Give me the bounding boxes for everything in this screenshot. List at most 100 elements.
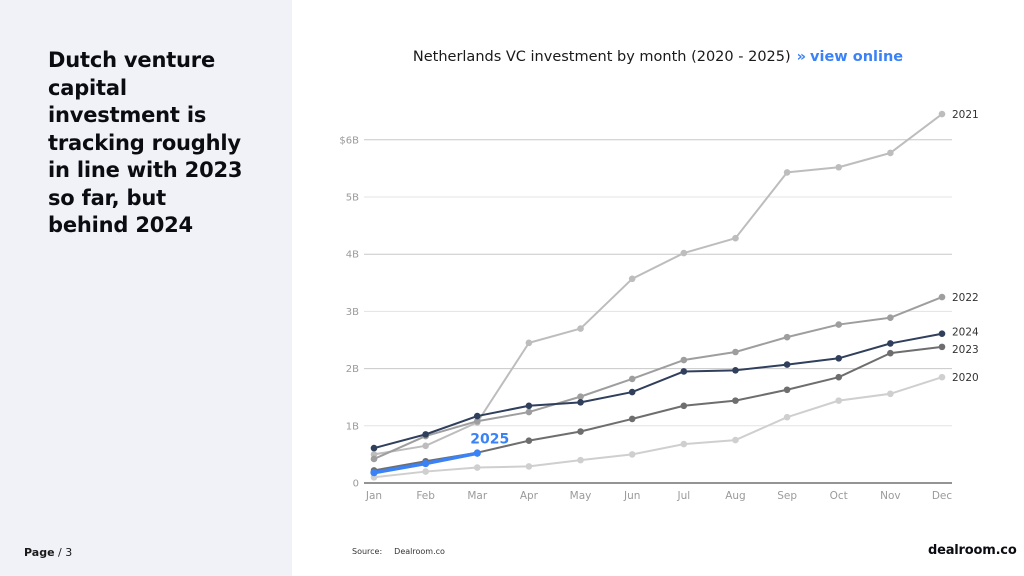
source-value: Dealroom.co: [394, 547, 445, 556]
data-point-2022: [473, 417, 481, 425]
data-point-2020: [577, 456, 584, 464]
y-tick-label: 5B: [346, 193, 359, 204]
data-point-2024: [473, 412, 481, 420]
chart-title-bar: Netherlands VC investment by month (2020…: [292, 49, 1024, 65]
data-point-2022: [732, 348, 739, 356]
series-line-2020: [373, 376, 943, 479]
data-point-2023: [577, 428, 584, 435]
data-point-2024: [628, 388, 636, 396]
series-2025: [370, 449, 481, 477]
data-point-2024: [938, 330, 946, 338]
data-point-2020: [938, 373, 946, 381]
data-point-2021: [577, 325, 584, 332]
headline: Dutch venture capital investment is trac…: [48, 48, 243, 237]
data-point-2020: [628, 451, 636, 458]
x-axis-ticks: Jan Feb Mar Apr May Jun Jul Aug Sep Oct Nov Dec: [365, 490, 952, 502]
series-line-2022: [373, 296, 943, 460]
source-note: Source: Dealroom.co: [352, 547, 445, 556]
data-point-2024: [887, 340, 894, 347]
data-point-2024: [835, 355, 843, 362]
page-label: Page: [24, 546, 55, 559]
x-tick-label: Feb: [416, 490, 435, 502]
data-point-2021: [370, 451, 378, 458]
view-online-link[interactable]: view online: [810, 49, 904, 65]
data-point-2025: [422, 459, 430, 468]
data-point-2021: [732, 234, 739, 242]
data-point-2023: [525, 437, 533, 444]
data-point-2022: [783, 333, 791, 341]
data-point-2022: [370, 455, 378, 463]
x-tick-label: Jun: [623, 490, 640, 502]
data-point-2020: [783, 413, 791, 421]
series-2022: [370, 293, 946, 463]
data-point-2024: [422, 431, 429, 438]
data-point-2020: [835, 397, 843, 404]
y-tick-label: 4B: [346, 250, 359, 261]
data-point-2024: [577, 399, 584, 406]
x-tick-label: Jul: [676, 490, 690, 502]
brand-logo: dealroom.co: [928, 543, 1017, 558]
y-tick-label: $6B: [339, 135, 359, 146]
data-point-2020: [680, 440, 688, 448]
page-number: 3: [65, 546, 73, 559]
series-2021: [370, 110, 946, 458]
data-point-2021: [938, 110, 946, 118]
left-panel: [0, 0, 292, 576]
data-point-2023: [732, 397, 739, 404]
data-point-2024: [732, 367, 739, 374]
data-point-2022: [628, 375, 636, 383]
data-point-2020: [422, 468, 429, 475]
data-point-2020: [887, 390, 894, 398]
data-point-2025: [473, 449, 481, 457]
data-point-2025: [370, 469, 378, 477]
series-label-2022: 2022: [952, 292, 979, 304]
series-label-2020: 2020: [952, 372, 979, 384]
data-point-2021: [525, 339, 533, 347]
y-tick-label: 2B: [346, 364, 359, 375]
source-label: Source:: [352, 547, 383, 556]
series-label-2021: 2021: [952, 109, 979, 121]
series-line-2023: [373, 345, 943, 472]
data-point-2023: [783, 386, 791, 394]
data-point-2022: [835, 321, 843, 328]
x-tick-label: May: [570, 490, 592, 502]
data-point-2023: [680, 402, 688, 410]
series-2023: [370, 343, 946, 474]
data-point-2023: [887, 349, 894, 357]
y-tick-label: 3B: [346, 307, 359, 318]
data-point-2020: [473, 464, 481, 471]
x-tick-label: Jan: [365, 490, 382, 502]
series-line-2021: [373, 113, 943, 456]
series-label-2023: 2023: [952, 344, 979, 356]
page-separator: /: [58, 546, 62, 559]
double-chevron-right-icon: »: [796, 49, 807, 65]
chart-title: Netherlands VC investment by month (2020…: [412, 49, 791, 65]
x-tick-label: Mar: [467, 490, 487, 502]
series-group: [370, 110, 946, 481]
series-2024: [370, 330, 946, 452]
x-tick-label: Aug: [725, 490, 746, 502]
data-point-2021: [680, 249, 688, 257]
y-tick-label: 0: [353, 479, 359, 490]
data-point-2020: [525, 463, 533, 470]
data-point-2024: [370, 444, 378, 452]
data-point-2020: [732, 436, 739, 444]
data-point-2024: [680, 368, 688, 375]
data-point-2024: [783, 361, 791, 368]
data-point-2023: [938, 343, 946, 351]
y-axis-ticks: 0 1B 2B 3B 4B 5B $6B: [339, 135, 359, 489]
series-label-2025: 2025: [470, 431, 509, 447]
data-point-2022: [577, 393, 584, 400]
x-tick-label: Sep: [777, 490, 797, 502]
data-point-2021: [628, 275, 636, 283]
x-tick-label: Oct: [830, 490, 848, 502]
x-tick-label: Nov: [880, 490, 901, 502]
data-point-2024: [525, 402, 533, 410]
page-indicator: Page / 3: [24, 546, 72, 559]
data-point-2023: [835, 373, 843, 381]
gridlines: [364, 139, 952, 484]
data-point-2021: [887, 149, 894, 157]
data-point-2023: [628, 415, 636, 423]
data-point-2022: [680, 356, 688, 364]
